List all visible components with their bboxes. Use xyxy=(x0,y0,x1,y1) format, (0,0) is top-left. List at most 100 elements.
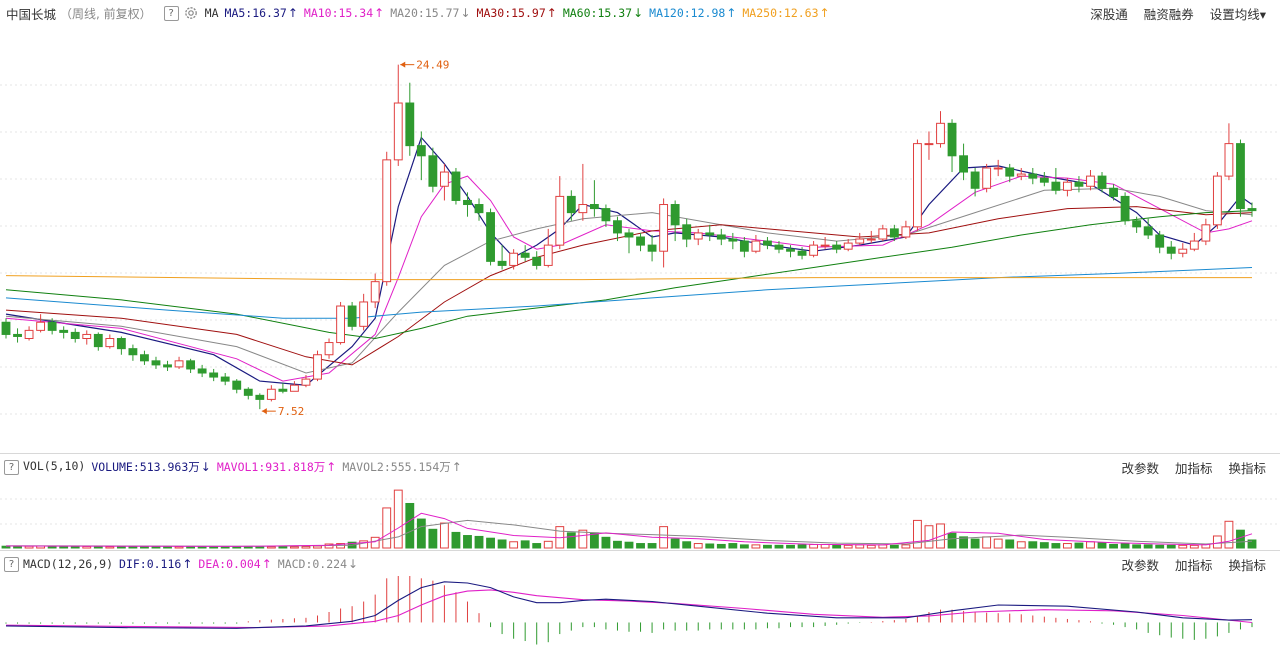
macd-toolbar: 改参数 加指标 换指标 xyxy=(1105,551,1266,577)
candle-body xyxy=(843,242,853,250)
candle-body xyxy=(1155,234,1165,248)
toolbar-button[interactable]: 换指标 xyxy=(1228,557,1266,573)
candle xyxy=(936,111,945,148)
candle xyxy=(1155,230,1165,254)
question-icon[interactable]: ? xyxy=(4,459,19,475)
question-icon[interactable]: ? xyxy=(4,556,19,572)
volume-bar xyxy=(786,544,795,549)
candle xyxy=(1224,123,1234,181)
toolbar-button[interactable]: 加指标 xyxy=(1174,460,1213,476)
volume-bar xyxy=(589,532,599,549)
candle-body xyxy=(1212,175,1222,226)
candle-body xyxy=(659,204,669,252)
dea-line xyxy=(5,589,1253,629)
candle-body xyxy=(24,329,34,340)
volume-bar xyxy=(913,519,922,549)
volume-bar xyxy=(1051,543,1061,549)
main-toolbar: 深股通 融资融券 设置均线▾ xyxy=(1074,0,1266,26)
toolbar-button[interactable]: 加指标 xyxy=(1174,557,1213,573)
legend-item-label: MA20:15.77 xyxy=(390,6,460,20)
candle-body xyxy=(693,232,703,240)
volume-bar xyxy=(209,546,219,549)
volume-bar xyxy=(486,537,495,549)
candle xyxy=(624,228,634,254)
candle xyxy=(1132,216,1142,233)
candle xyxy=(716,228,726,246)
candle xyxy=(451,167,461,205)
volume-bar xyxy=(416,518,426,549)
candle xyxy=(982,163,992,193)
toolbar-button[interactable]: 深股通 xyxy=(1090,6,1128,22)
volume-bar xyxy=(220,546,230,549)
volume-bar xyxy=(982,536,992,549)
volume-bar xyxy=(186,546,196,549)
candle-body xyxy=(947,122,957,157)
candle-body xyxy=(278,388,288,392)
candle-body xyxy=(463,199,472,206)
candle xyxy=(405,82,415,156)
candle-body xyxy=(786,248,795,252)
candle xyxy=(1051,167,1061,195)
candle-body xyxy=(266,388,276,400)
mavol1-line xyxy=(5,512,1253,547)
legend-item: MAVOL1:931.818万↑ xyxy=(217,459,337,475)
legend-item: MAVOL2:555.154万↑ xyxy=(342,459,462,475)
candle-body xyxy=(336,305,345,344)
candle-body xyxy=(186,360,196,370)
candle xyxy=(866,230,876,244)
candle-body xyxy=(647,244,657,252)
candle xyxy=(428,147,438,193)
legend-item-label: DEA:0.004 xyxy=(198,557,261,571)
toolbar-button[interactable]: 改参数 xyxy=(1121,557,1159,573)
candle xyxy=(1074,176,1084,193)
arrow-up-icon: ↑ xyxy=(726,6,737,20)
legend-item: DIF:0.116↑ xyxy=(119,557,192,571)
legend-item: MACD(12,26,9) xyxy=(23,557,113,571)
candle-body xyxy=(1016,173,1026,177)
vol-toolbar: 改参数 加指标 换指标 xyxy=(1105,454,1266,480)
arrow-down-icon: ↓ xyxy=(200,460,211,474)
candle-body xyxy=(255,394,265,400)
candle xyxy=(197,364,207,378)
volume-bar xyxy=(393,489,403,549)
volume-bar xyxy=(47,545,57,549)
volume-bar xyxy=(751,544,761,549)
candle-body xyxy=(889,228,899,238)
volume-bar xyxy=(924,525,934,549)
candle-body xyxy=(855,238,865,244)
candle-body xyxy=(1005,167,1015,177)
volume-bar xyxy=(670,538,680,549)
candle-body xyxy=(820,244,830,247)
candle-body xyxy=(832,244,842,250)
candle xyxy=(855,232,865,246)
candle xyxy=(243,387,253,400)
candle xyxy=(163,360,172,371)
toolbar-button[interactable]: 换指标 xyxy=(1228,460,1266,476)
candle-body xyxy=(82,333,92,340)
candle xyxy=(232,379,242,394)
volume-bar xyxy=(1132,544,1142,549)
candle xyxy=(393,64,403,166)
gear-icon[interactable] xyxy=(183,5,199,21)
macd-legend: ? MACD(12,26,9) DIF:0.116↑ DEA:0.004↑ MACD:… xyxy=(0,551,364,577)
candle xyxy=(532,251,542,270)
candle xyxy=(1189,232,1199,252)
volume-bar xyxy=(693,543,703,549)
volume-bar xyxy=(613,540,622,549)
toolbar-button[interactable]: 设置均线▾ xyxy=(1209,6,1266,22)
volume-bar xyxy=(1028,541,1038,549)
volume-bar xyxy=(1178,544,1188,549)
candle xyxy=(24,326,34,341)
legend-item: MA30:15.97↑ xyxy=(477,6,557,20)
candle xyxy=(1143,218,1153,240)
candle xyxy=(763,237,772,250)
volume-bar xyxy=(243,546,253,549)
arrow-up-icon: ↑ xyxy=(451,460,462,474)
candle-body xyxy=(313,354,322,380)
question-icon[interactable]: ? xyxy=(163,5,179,21)
toolbar-button[interactable]: 融资融券 xyxy=(1143,6,1194,22)
toolbar-button[interactable]: 改参数 xyxy=(1121,460,1159,476)
candle-body xyxy=(59,329,69,333)
candle xyxy=(497,245,507,270)
candle-body xyxy=(543,244,553,266)
